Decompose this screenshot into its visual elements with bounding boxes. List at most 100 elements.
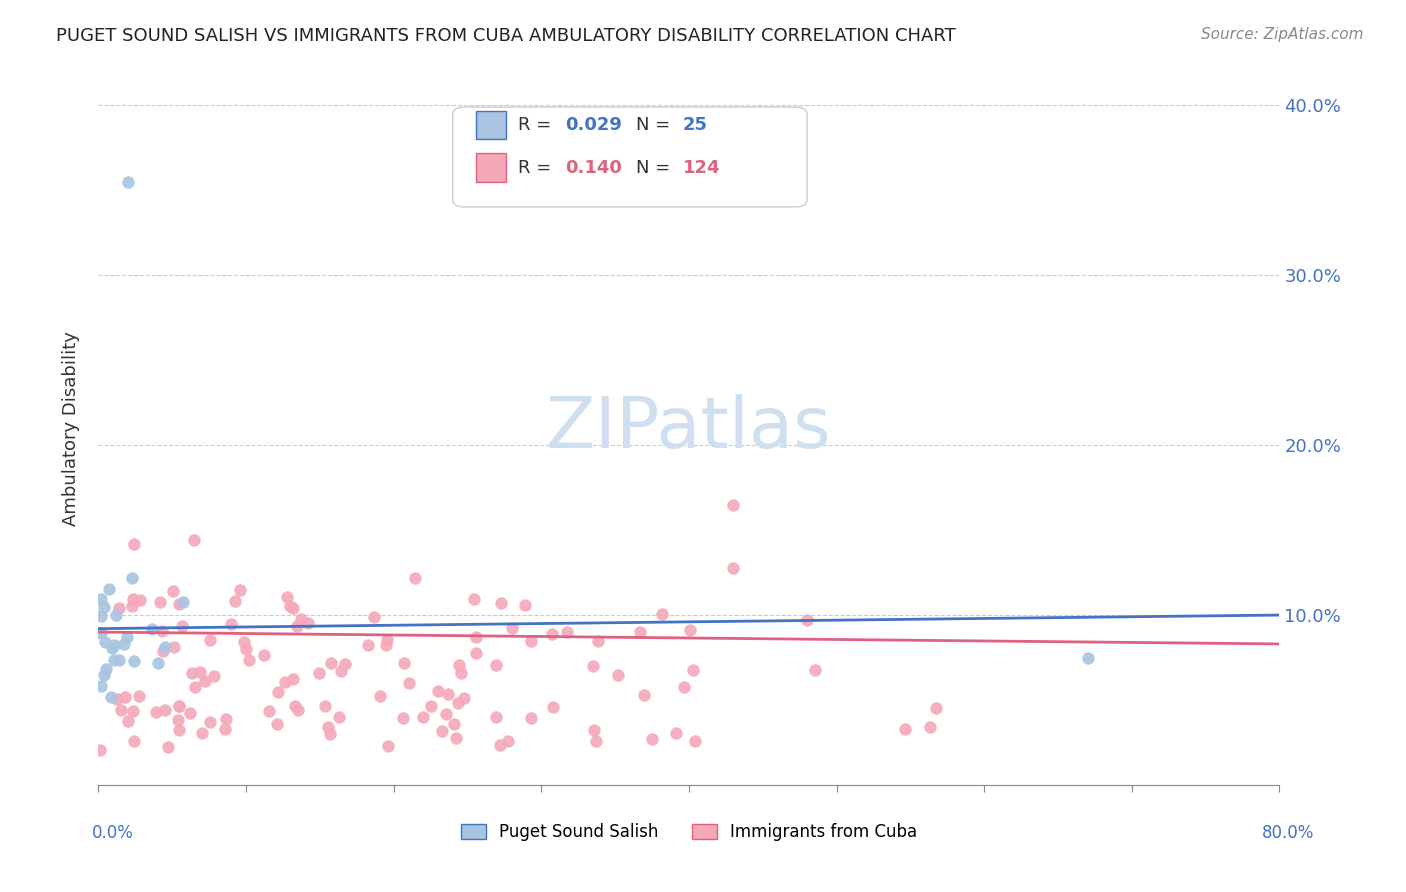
Point (219, 616, 242, 631)
Point (121, 571, 143, 585)
Point (167, 698, 190, 713)
Point (582, 659, 605, 673)
Point (519, 634, 541, 648)
Point (285, 619, 308, 633)
Point (253, 648, 276, 662)
Point (319, 656, 342, 670)
Point (463, 592, 485, 607)
Text: N =: N = (636, 116, 676, 134)
Point (167, 723, 190, 738)
Point (94, 662, 117, 676)
Point (152, 643, 174, 657)
Point (172, 595, 194, 609)
Point (723, 498, 745, 512)
Point (297, 616, 319, 631)
Point (117, 175, 139, 189)
Point (557, 625, 579, 640)
Point (90, 609, 112, 624)
Point (103, 653, 125, 667)
Point (98, 582, 121, 596)
Point (89, 742, 111, 756)
Point (259, 705, 281, 719)
Point (141, 623, 163, 637)
Point (107, 653, 129, 667)
Point (238, 653, 260, 667)
Point (453, 691, 475, 706)
Point (198, 633, 221, 648)
Text: PUGET SOUND SALISH VS IMMIGRANTS FROM CUBA AMBULATORY DISABILITY CORRELATION CHA: PUGET SOUND SALISH VS IMMIGRANTS FROM CU… (56, 27, 956, 45)
Point (308, 665, 330, 680)
Point (925, 701, 948, 715)
Point (284, 699, 307, 714)
FancyBboxPatch shape (477, 111, 506, 139)
Point (100, 690, 122, 704)
Point (124, 654, 146, 668)
Point (103, 639, 125, 653)
Point (114, 690, 136, 704)
Point (333, 657, 356, 671)
Point (184, 680, 207, 694)
Point (104, 607, 127, 622)
Point (1077, 650, 1099, 665)
Point (328, 710, 350, 724)
Point (314, 698, 336, 713)
Point (90, 592, 112, 607)
Text: ZIPatlas: ZIPatlas (546, 393, 832, 463)
Point (319, 727, 342, 741)
Point (281, 600, 304, 615)
Point (398, 676, 420, 690)
Point (90, 626, 112, 640)
Point (214, 723, 236, 737)
Point (432, 724, 454, 739)
Point (122, 591, 145, 606)
Point (194, 674, 217, 689)
Point (129, 593, 152, 607)
Point (541, 700, 564, 714)
Point (232, 634, 254, 648)
Point (153, 702, 176, 716)
Point (94, 635, 117, 649)
Point (412, 710, 434, 724)
Point (672, 680, 695, 694)
Point (224, 594, 246, 608)
Point (198, 715, 221, 730)
Point (146, 656, 169, 670)
Text: 80.0%: 80.0% (1263, 824, 1315, 842)
Text: Source: ZipAtlas.com: Source: ZipAtlas.com (1201, 27, 1364, 42)
Point (628, 625, 651, 640)
Point (434, 707, 457, 722)
Point (501, 621, 523, 635)
Point (215, 712, 238, 726)
Point (105, 692, 128, 706)
Point (377, 739, 399, 753)
Point (541, 626, 564, 640)
FancyBboxPatch shape (477, 153, 506, 182)
Point (427, 683, 450, 698)
Point (112, 637, 135, 651)
Point (188, 665, 211, 679)
Y-axis label: Ambulatory Disability: Ambulatory Disability (62, 331, 80, 525)
Point (169, 597, 191, 611)
Point (392, 711, 415, 725)
Point (489, 738, 512, 752)
Text: 25: 25 (683, 116, 709, 134)
Point (202, 668, 225, 682)
Point (368, 689, 391, 703)
Point (404, 571, 426, 585)
Point (893, 722, 915, 736)
Point (107, 600, 129, 615)
Text: R =: R = (517, 159, 557, 177)
Point (444, 731, 467, 745)
FancyBboxPatch shape (453, 107, 807, 207)
Text: 0.029: 0.029 (565, 116, 621, 134)
Point (149, 595, 172, 609)
Point (276, 590, 298, 604)
Point (179, 706, 201, 720)
Text: 0.0%: 0.0% (91, 824, 134, 842)
Point (721, 561, 744, 575)
Point (316, 720, 339, 734)
Point (640, 732, 662, 747)
Point (437, 687, 460, 701)
Point (90, 679, 112, 693)
Point (447, 657, 470, 672)
